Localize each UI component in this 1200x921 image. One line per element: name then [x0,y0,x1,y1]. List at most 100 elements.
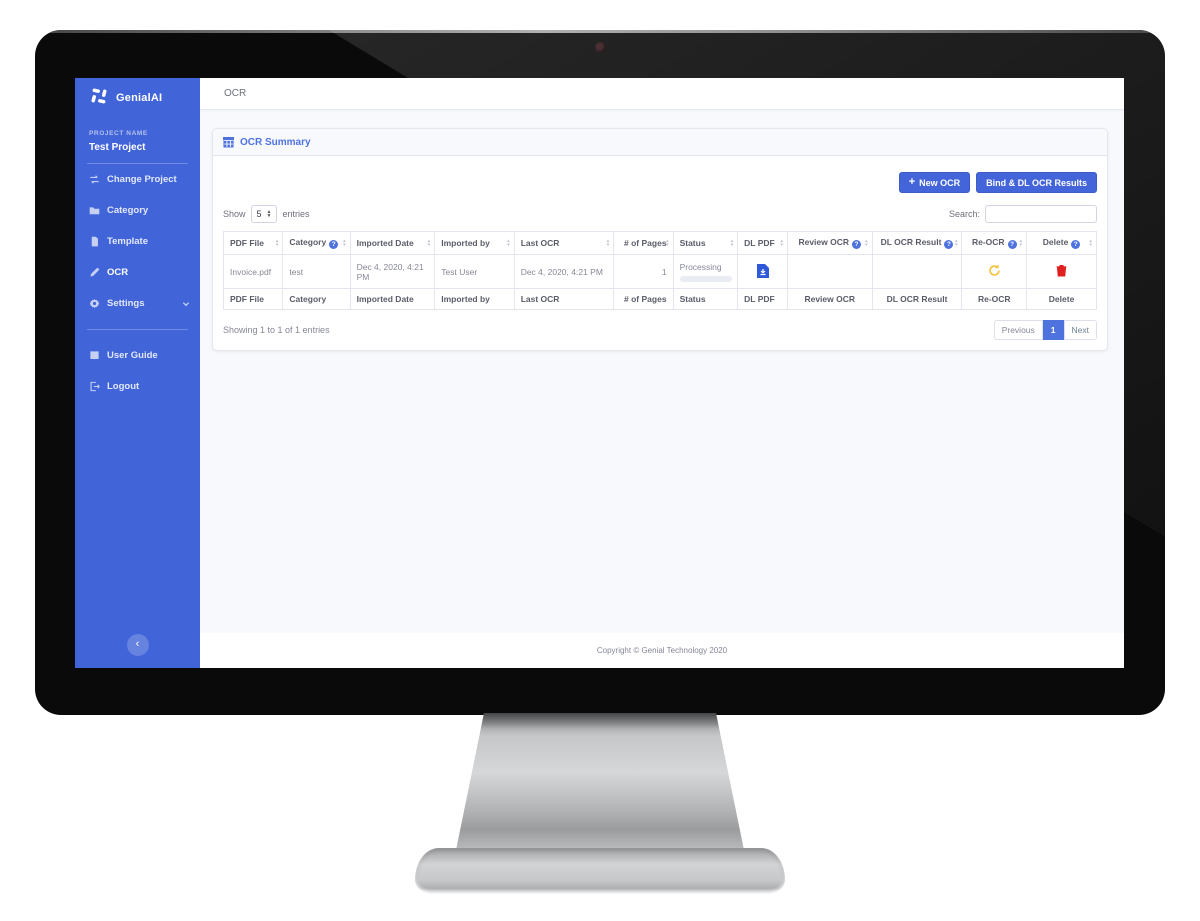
col-header-review-ocr[interactable]: Review OCR? ▲ ▼ [786,231,873,255]
sort-icon: ▲ ▼ [954,238,959,247]
entries-info: Showing 1 to 1 of 1 entries [223,325,330,335]
sidebar-item-label: OCR [107,267,129,278]
table-row: Invoice.pdf test Dec 4, 2020, 4:21 PM Te… [222,254,1097,289]
sort-icon: ▲ ▼ [426,238,432,247]
bind-dl-ocr-results-button[interactable]: Bind & DL OCR Results [976,172,1097,193]
help-icon[interactable]: ? [1007,240,1017,249]
monitor-stand-neck [455,713,745,855]
trash-icon[interactable] [1056,264,1067,277]
exchange-icon [89,174,100,185]
pagination: Previous 1 Next [993,320,1097,340]
col-header-status[interactable]: Status ▲ ▼ [672,231,739,255]
re-ocr-sync-icon[interactable] [988,264,1001,277]
col-header-dl-pdf[interactable]: DL PDF ▲ ▼ [737,231,788,255]
col-header-pages[interactable]: # of Pages ▲ ▼ [613,231,674,255]
sort-icon: ▲ ▼ [274,238,280,247]
brand-name: GenialAI [116,92,163,104]
sort-icon: ▲ ▼ [729,238,735,247]
footer-col-re-ocr: Re-OCR [961,288,1028,310]
cell-dl-pdf [737,254,788,289]
sidebar-divider [87,329,188,330]
sidebar-item-label: Template [107,236,149,247]
col-header-last-ocr[interactable]: Last OCR ▲ ▼ [513,231,615,255]
cell-re-ocr [961,254,1028,289]
help-icon[interactable]: ? [329,240,339,249]
col-header-imported-date[interactable]: Imported Date ▲ ▼ [349,231,436,255]
sidebar-item-ocr[interactable]: OCR [75,257,200,288]
table-header-row: PDF File ▲ ▼ Category? ▲ ▼ Imported Date ▲ ▼ I… [222,231,1097,255]
project-name-value: Test Project [89,142,146,153]
pagination-previous[interactable]: Previous [993,320,1043,340]
webcam-dot [595,42,606,53]
footer-col-review-ocr: Review OCR [786,288,873,310]
sidebar-item-label: Settings [107,298,145,309]
card-body: + New OCR Bind & DL OCR Results Show [213,156,1107,350]
sidebar-item-settings[interactable]: Settings [75,288,200,319]
sidebar-item-change-project[interactable]: Change Project [75,164,200,195]
cell-pages: 1 [613,254,674,289]
ocr-summary-card: OCR Summary + New OCR Bind & DL OCR Resu… [212,128,1108,351]
cell-last-ocr: Dec 4, 2020, 4:21 PM [513,254,615,289]
sidebar-item-category[interactable]: Category [75,195,200,226]
cell-category: test [282,254,351,289]
search-input[interactable] [985,205,1097,223]
cell-pdf-file: Invoice.pdf [222,254,284,289]
bind-dl-label: Bind & DL OCR Results [986,177,1087,188]
col-header-dl-ocr-result[interactable]: DL OCR Result? ▲ ▼ [871,231,963,255]
sidebar: GenialAI PROJECT NAME Test Project Chang… [75,78,200,668]
page-size-select[interactable]: 5 ▲ ▼ [250,205,278,223]
cell-review-ocr [786,254,873,289]
cell-status: Processing [672,254,739,289]
sidebar-item-label: User Guide [107,350,158,361]
col-header-re-ocr[interactable]: Re-OCR? ▲ ▼ [961,231,1028,255]
col-header-delete[interactable]: Delete? ▲ ▼ [1026,231,1097,255]
select-spinner-icon: ▲ ▼ [266,209,272,219]
cell-imported-by: Test User [434,254,515,289]
sort-icon: ▲ ▼ [506,238,511,247]
footer-col-pdf-file: PDF File [222,288,284,310]
table-grid-icon [223,136,234,148]
monitor-top-edge [35,30,1165,33]
help-icon[interactable]: ? [944,240,954,249]
footer-col-dl-pdf: DL PDF [737,288,788,310]
entries-label: entries [282,209,310,219]
sidebar-item-template[interactable]: Template [75,226,200,257]
ocr-table: PDF File ▲ ▼ Category? ▲ ▼ Imported Date ▲ ▼ I… [222,231,1097,310]
sidebar-item-user-guide[interactable]: User Guide [75,340,200,371]
help-icon[interactable]: ? [1071,240,1081,249]
pagination-next[interactable]: Next [1063,320,1097,340]
page-length-control: Show 5 ▲ ▼ entries [223,205,310,223]
app-footer: Copyright © Genial Technology 2020 [200,633,1124,668]
chevron-down-icon [182,300,190,308]
new-ocr-label: New OCR [919,177,961,188]
help-icon[interactable]: ? [852,240,862,249]
sort-icon: ▲ ▼ [665,238,670,247]
brand[interactable]: GenialAI [75,78,200,118]
sidebar-item-label: Change Project [107,174,177,185]
table-controls: Show 5 ▲ ▼ entries Search: [223,205,1097,223]
sort-icon: ▲ ▼ [864,238,869,247]
footer-col-pages: # of Pages [613,288,674,310]
sort-icon: ▲ ▼ [1018,238,1024,247]
sidebar-collapse-button[interactable]: ‹ [126,634,149,656]
content-area: OCR Summary + New OCR Bind & DL OCR Resu… [200,110,1124,633]
sidebar-item-logout[interactable]: Logout [75,371,200,402]
col-header-imported-by[interactable]: Imported by ▲ ▼ [434,231,515,255]
search-control: Search: [949,205,1097,223]
col-header-pdf-file[interactable]: PDF File ▲ ▼ [222,231,284,255]
footer-col-category: Category [282,288,351,310]
download-pdf-icon[interactable] [756,263,769,278]
monitor-bezel: GenialAI PROJECT NAME Test Project Chang… [35,30,1165,715]
status-progress-bar [679,275,732,282]
new-ocr-button[interactable]: + New OCR [898,172,971,193]
monitor-stand-base [415,848,785,894]
main-area: OCR OCR Summary [200,78,1124,668]
status-text: Processing [679,261,722,272]
table-footer: Showing 1 to 1 of 1 entries Previous 1 N… [223,320,1097,340]
col-header-category[interactable]: Category? ▲ ▼ [282,231,351,255]
pagination-page-1[interactable]: 1 [1042,320,1064,340]
edit-pen-icon [89,267,100,278]
sort-icon: ▲ ▼ [342,238,347,247]
file-icon [89,236,100,247]
